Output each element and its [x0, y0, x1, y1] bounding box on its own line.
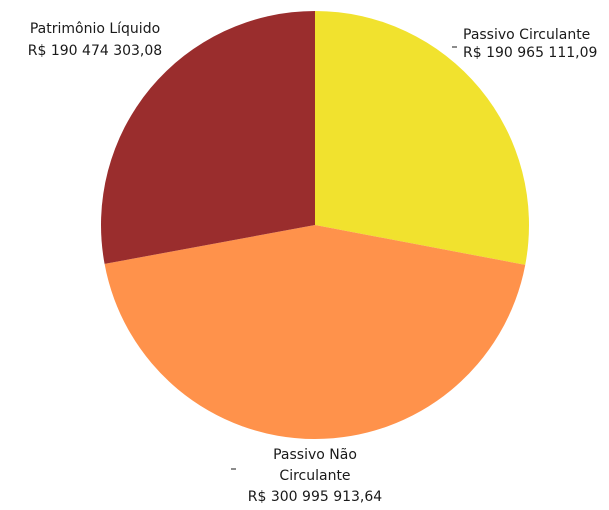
slice-value-passivo-nao-circulante: R$ 300 995 913,64 — [248, 489, 383, 505]
slices-layer — [101, 11, 529, 439]
pie-slice-passivo-nao-circulante — [104, 225, 526, 439]
label-passivo-nao-circulante: Passivo Não Circulante R$ 300 995 913,64 — [231, 447, 382, 505]
label-passivo-circulante: Passivo Circulante R$ 190 965 111,09 — [452, 27, 597, 61]
slice-value-patrimonio-liquido: R$ 190 474 303,08 — [28, 43, 162, 59]
slice-value-passivo-circulante: R$ 190 965 111,09 — [463, 45, 597, 61]
pie-slice-passivo-circulante — [315, 11, 529, 265]
label-patrimonio-liquido: Patrimônio Líquido R$ 190 474 303,08 — [28, 21, 162, 59]
slice-name-passivo-nao-circulante-line2: Circulante — [279, 468, 350, 484]
slice-name-patrimonio-liquido: Patrimônio Líquido — [30, 21, 160, 37]
pie-slice-patrimonio-liquido — [101, 11, 315, 264]
slice-name-passivo-nao-circulante-line1: Passivo Não — [273, 447, 357, 463]
slice-name-passivo-circulante: Passivo Circulante — [463, 27, 590, 43]
